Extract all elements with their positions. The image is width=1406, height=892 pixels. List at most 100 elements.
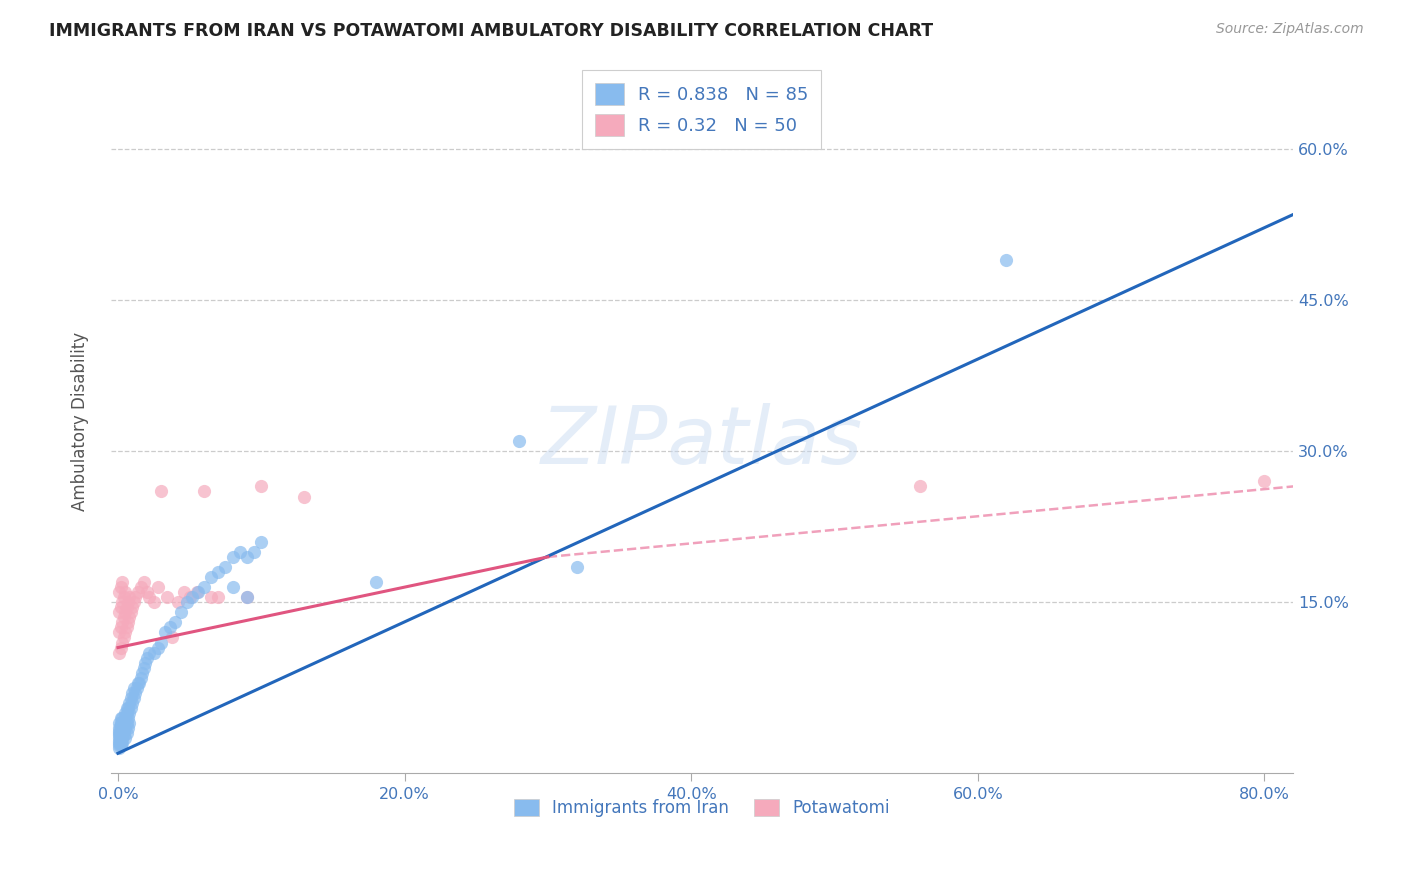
Point bbox=[200, 570, 222, 584]
Point bbox=[108, 625, 131, 640]
Point bbox=[108, 716, 131, 731]
Point bbox=[149, 484, 172, 499]
Point bbox=[110, 711, 132, 725]
Point bbox=[117, 721, 139, 735]
Point bbox=[187, 585, 209, 599]
Point bbox=[114, 706, 136, 720]
Point bbox=[114, 585, 136, 599]
Point bbox=[108, 738, 131, 752]
Point bbox=[111, 615, 134, 630]
Point bbox=[124, 591, 146, 605]
Point bbox=[193, 580, 215, 594]
Point bbox=[110, 600, 132, 615]
Point bbox=[111, 716, 134, 731]
Point bbox=[111, 711, 134, 725]
Point bbox=[243, 545, 266, 559]
Point bbox=[108, 731, 131, 746]
Point bbox=[117, 615, 139, 630]
Point bbox=[131, 665, 153, 680]
Point bbox=[127, 585, 149, 599]
Point bbox=[146, 640, 169, 655]
Point bbox=[565, 560, 588, 574]
Point bbox=[110, 716, 132, 731]
Point bbox=[221, 580, 243, 594]
Point bbox=[118, 716, 141, 731]
Point bbox=[193, 484, 215, 499]
Point bbox=[110, 731, 132, 746]
Point bbox=[114, 605, 136, 619]
Point bbox=[134, 656, 156, 670]
Point bbox=[114, 731, 136, 746]
Point bbox=[129, 580, 152, 594]
Point bbox=[138, 591, 160, 605]
Point bbox=[110, 738, 132, 752]
Point bbox=[159, 620, 181, 634]
Point bbox=[146, 580, 169, 594]
Point bbox=[110, 580, 132, 594]
Point bbox=[110, 640, 132, 655]
Point bbox=[112, 631, 135, 645]
Point bbox=[142, 595, 165, 609]
Point bbox=[115, 620, 138, 634]
Point bbox=[117, 595, 139, 609]
Point bbox=[229, 545, 252, 559]
Point bbox=[108, 585, 131, 599]
Point bbox=[132, 575, 155, 590]
Point bbox=[121, 686, 143, 700]
Y-axis label: Ambulatory Disability: Ambulatory Disability bbox=[72, 332, 89, 510]
Point bbox=[108, 724, 131, 739]
Point bbox=[364, 575, 387, 590]
Point bbox=[236, 591, 259, 605]
Point bbox=[176, 595, 198, 609]
Point bbox=[108, 605, 131, 619]
Point bbox=[110, 736, 132, 750]
Point bbox=[118, 610, 141, 624]
Point bbox=[170, 605, 193, 619]
Point bbox=[108, 721, 131, 735]
Point bbox=[110, 734, 132, 748]
Point bbox=[118, 706, 141, 720]
Point bbox=[236, 591, 259, 605]
Point bbox=[114, 711, 136, 725]
Point bbox=[110, 721, 132, 735]
Point bbox=[108, 734, 131, 748]
Point bbox=[111, 575, 134, 590]
Point bbox=[129, 671, 152, 685]
Point bbox=[108, 726, 131, 740]
Point bbox=[115, 716, 138, 731]
Point bbox=[200, 591, 222, 605]
Point bbox=[111, 721, 134, 735]
Point bbox=[118, 696, 141, 710]
Point bbox=[115, 726, 138, 740]
Point bbox=[110, 718, 132, 732]
Point bbox=[111, 595, 134, 609]
Point bbox=[118, 591, 141, 605]
Point bbox=[167, 595, 190, 609]
Point bbox=[108, 736, 131, 750]
Point bbox=[115, 706, 138, 720]
Point bbox=[112, 724, 135, 739]
Point bbox=[179, 591, 201, 605]
Point bbox=[111, 726, 134, 740]
Point bbox=[995, 252, 1018, 267]
Point bbox=[173, 585, 195, 599]
Point bbox=[122, 690, 145, 705]
Point bbox=[207, 565, 229, 579]
Point bbox=[121, 696, 143, 710]
Point bbox=[115, 701, 138, 715]
Point bbox=[214, 560, 236, 574]
Point bbox=[1253, 475, 1275, 489]
Point bbox=[117, 701, 139, 715]
Point bbox=[117, 711, 139, 725]
Point bbox=[122, 681, 145, 695]
Point bbox=[110, 726, 132, 740]
Point bbox=[120, 701, 142, 715]
Point bbox=[138, 646, 160, 660]
Point bbox=[111, 731, 134, 746]
Point bbox=[111, 635, 134, 649]
Point bbox=[508, 434, 530, 449]
Point bbox=[142, 646, 165, 660]
Point bbox=[250, 534, 273, 549]
Point bbox=[149, 635, 172, 649]
Point bbox=[114, 625, 136, 640]
